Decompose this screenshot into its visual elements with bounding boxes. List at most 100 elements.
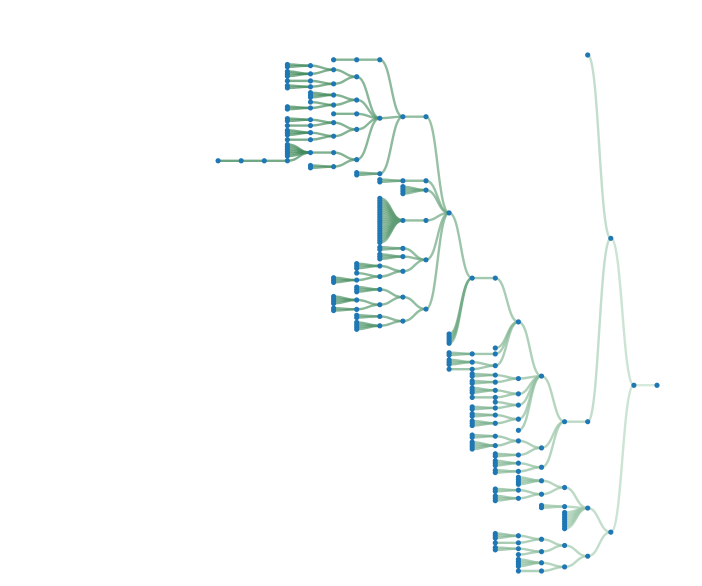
tree-leaf-node (492, 462, 498, 469)
tree-node (377, 302, 383, 308)
tree-node (377, 286, 383, 293)
tree-node (538, 373, 545, 379)
tree-node (492, 387, 498, 393)
tree-node (354, 157, 360, 163)
tree-leaf-node (492, 535, 498, 541)
tree-leaf-node (469, 406, 475, 412)
tree-link (356, 116, 381, 161)
tree-node (538, 568, 545, 574)
tree-link (494, 320, 519, 356)
tree-node (515, 402, 522, 408)
tree-leaf-node (492, 399, 498, 405)
tree-link (494, 320, 519, 367)
tree-leaf-node (469, 434, 475, 440)
tree-leaf-node (469, 390, 475, 396)
tree-link (402, 307, 427, 323)
tree-node (423, 306, 429, 312)
tree-node (377, 323, 383, 329)
tree-link (379, 179, 403, 184)
tree-node (515, 460, 522, 466)
tree-leaf-node (284, 118, 290, 124)
tree-link (541, 505, 565, 509)
tree-link (379, 219, 404, 244)
tree-node (538, 445, 545, 451)
tree-leaf-node (515, 568, 522, 574)
tree-leaf-node (284, 64, 290, 70)
tree-node (331, 149, 337, 156)
tree-node (284, 158, 290, 164)
tree-nodes (215, 52, 660, 574)
tree-node (538, 536, 545, 542)
tree-link (518, 439, 542, 450)
tree-link (495, 417, 519, 425)
tree-node (492, 351, 498, 357)
tree-node (307, 137, 314, 143)
tree-node (631, 382, 637, 388)
tree-leaf-node (492, 453, 498, 459)
tree-link (333, 308, 357, 312)
tree-leaf-node (377, 179, 383, 185)
tree-leaf-node (331, 300, 337, 307)
tree-node (377, 263, 383, 269)
tree-link (518, 446, 542, 457)
tree-link (609, 384, 636, 534)
tree-node (354, 297, 360, 303)
tree-node (538, 549, 545, 555)
tree-node (400, 245, 406, 251)
tree-link (564, 544, 588, 558)
tree-leaf-node (284, 137, 290, 143)
tree-link (356, 315, 380, 319)
tree-link (379, 319, 403, 327)
tree-link (495, 488, 519, 493)
tree-leaf-node (307, 99, 314, 105)
tree-link (310, 134, 334, 141)
tree-node (400, 253, 406, 260)
tree-leaf-node (469, 373, 475, 379)
tree-node (331, 102, 337, 108)
tree-leaf-node (492, 488, 498, 494)
tree-leaf-node (562, 526, 568, 532)
tree-leaf-node (354, 172, 360, 178)
tree-link (310, 121, 334, 127)
tree-link (379, 247, 403, 251)
tree-leaf-node (492, 498, 498, 504)
tree-node (307, 149, 314, 156)
tree-leaf-node (354, 314, 360, 321)
tree-link (517, 320, 543, 378)
tree-leaf-node (469, 394, 475, 400)
tree-node (307, 63, 314, 69)
tree-link (333, 128, 357, 138)
tree-node (307, 122, 314, 129)
tree-link (333, 158, 357, 168)
tree-link (495, 377, 519, 384)
tree-node (354, 277, 360, 283)
tree-link (356, 303, 380, 311)
tree-node (331, 81, 337, 87)
tree-leaf-node (492, 540, 498, 546)
tree-leaf-node (492, 547, 498, 553)
tree-link (379, 288, 403, 299)
tree-node (492, 442, 498, 449)
tree-leaf-node (284, 132, 290, 138)
tree-link (287, 64, 311, 68)
tree-link (310, 165, 334, 170)
tree-leaf-node (354, 265, 360, 271)
tree-link (449, 352, 473, 357)
tree-link (541, 544, 565, 553)
tree-link (472, 434, 496, 439)
tree-link (517, 374, 543, 432)
tree-link (333, 151, 357, 161)
tree-link (587, 530, 612, 558)
tree-node (538, 560, 545, 566)
tree-node (515, 416, 522, 422)
tree-leaf-node (515, 551, 522, 558)
tree-node (354, 74, 360, 80)
tree-leaf-node (515, 481, 522, 487)
tree-node (307, 78, 314, 84)
tree-links (218, 53, 658, 573)
tree-node (515, 438, 522, 444)
tree-link (495, 453, 519, 458)
tree-link (424, 211, 451, 311)
tree-leaf-node (492, 345, 498, 351)
tree-link (609, 237, 636, 387)
